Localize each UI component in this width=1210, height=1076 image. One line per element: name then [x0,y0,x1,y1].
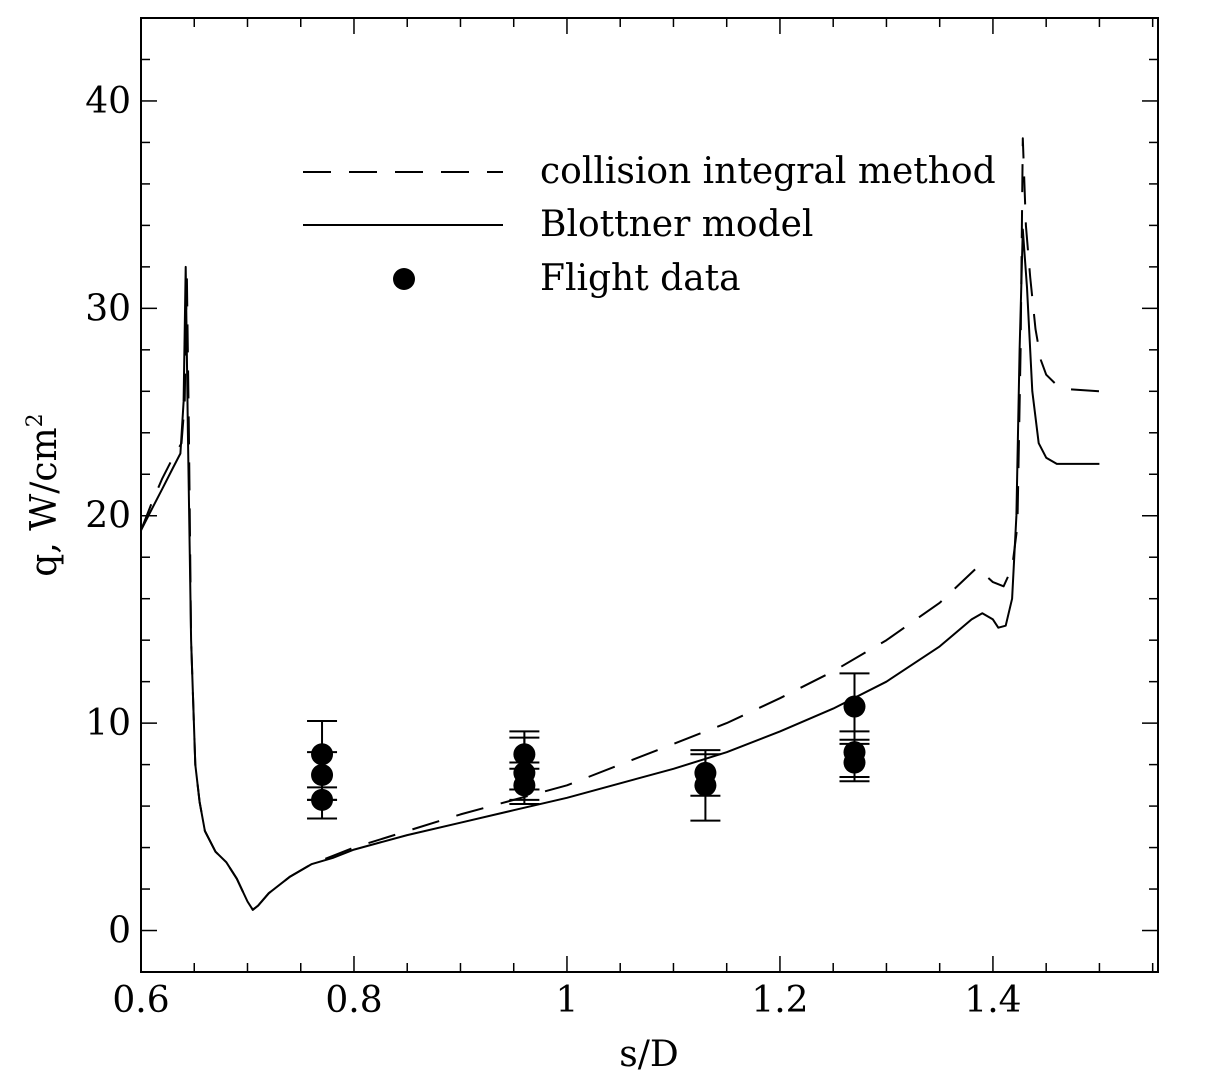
y-tick-label: 10 [85,703,131,744]
y-axis-label-main: q, W/cm [24,427,65,576]
legend: collision integral method Blottner model… [303,151,996,299]
axis-ticks [140,17,1158,973]
x-tick-label: 0.8 [325,980,382,1021]
y-tick-labels: 0 10 20 30 40 [85,81,131,952]
flight-data-point [843,751,866,774]
plot-frame [140,17,1159,973]
x-tick-label: 1 [556,980,579,1021]
legend-label-collision-integral-method: collision integral method [540,151,996,192]
x-tick-label: 0.6 [112,980,169,1021]
flight-data-point [513,774,536,797]
flight-data-point [311,788,334,811]
error-bar-layer [307,672,870,822]
flight-data-point [843,695,866,718]
series-line-blottner-model [140,228,1100,911]
flight-data-point [513,743,536,766]
y-tick-label: 20 [85,496,131,537]
legend-label-flight-data: Flight data [540,258,741,299]
flight-data-markers [311,695,866,811]
x-tick-label: 1.4 [964,980,1021,1021]
series-layer [140,137,1100,911]
y-tick-label: 40 [85,81,131,122]
y-axis-label: q, W/cm2 [23,413,65,576]
x-tick-label: 1.2 [751,980,808,1021]
flight-data-point [311,743,334,766]
legend-marker-flight-data [393,268,415,290]
flight-data-point [694,774,717,797]
y-axis-label-superscript: 2 [23,413,48,427]
x-tick-labels: 0.6 0.8 1 1.2 1.4 [112,980,1021,1021]
flight-data-point [311,763,334,786]
y-tick-label: 30 [85,288,131,329]
legend-label-blottner-model: Blottner model [540,204,813,245]
y-tick-label: 0 [108,911,131,952]
x-axis-label: s/D [619,1034,678,1075]
series-line-collision-integral-method [140,137,1100,911]
